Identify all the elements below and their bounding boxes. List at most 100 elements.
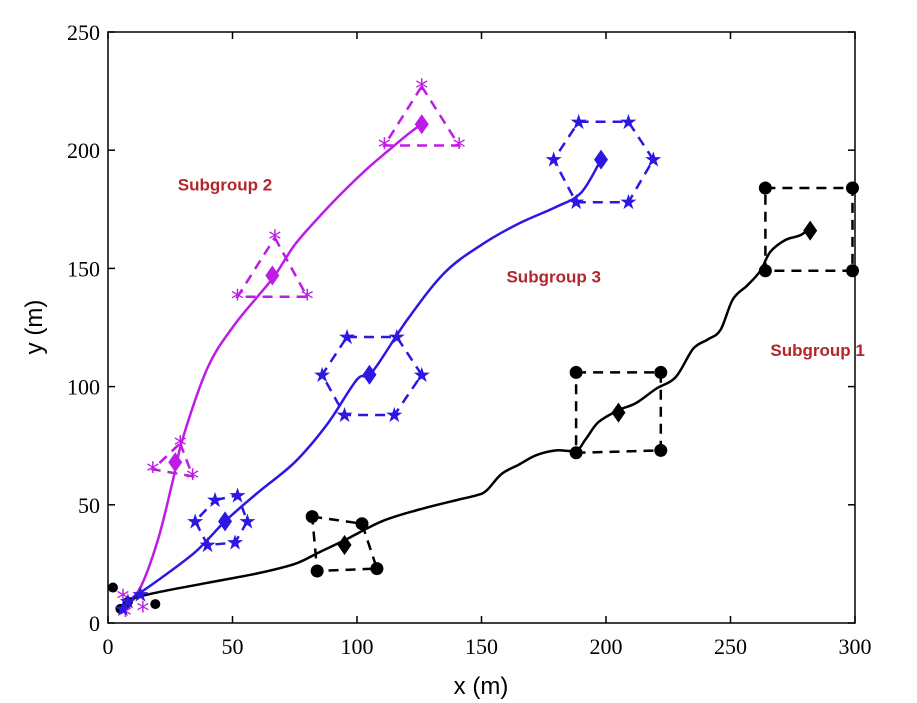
plot-area-frame (107, 31, 856, 624)
subgroup-2-agent-marker: * (268, 226, 281, 256)
subgroup-2-agent-marker: * (378, 133, 391, 163)
subgroup-2-formation-outline (382, 84, 462, 147)
subgroup-3-initial-positions: ★★★ (114, 583, 150, 621)
subgroup-1-agent-marker (305, 510, 319, 524)
subgroup-2-leader-diamond (265, 265, 280, 286)
subgroup-1-agent-marker (654, 365, 668, 379)
y-tick-label: 150 (67, 256, 100, 281)
subgroup-2-formation-1: *** (146, 431, 199, 494)
subgroup-1-formation-1 (305, 510, 384, 578)
subgroup-2-agent-marker: * (231, 285, 244, 315)
subgroup-2-leader-diamond (168, 452, 183, 473)
subgroup-2-formation-3: * * * (378, 74, 466, 163)
subgroup-3-formation-1: ★ ★★★★★ (186, 483, 257, 557)
subgroup-1-formation-3 (758, 181, 860, 278)
subgroup-1-agent-marker (569, 446, 583, 460)
x-tick-label: 150 (465, 634, 498, 659)
subgroup-3-initial-marker: ★ (119, 590, 138, 614)
subgroup-2-agent-marker: * (174, 431, 187, 461)
x-tick-label: 300 (839, 634, 872, 659)
subgroup-1-leader-diamond (803, 220, 818, 241)
subgroup-1-initial-marker (115, 603, 126, 614)
x-tick-label: 50 (222, 634, 244, 659)
subgroup-3-agent-marker: ★ (569, 110, 588, 134)
subgroup-3-agent-marker: ★ (385, 403, 404, 427)
subgroup-3-leader-diamond (362, 364, 377, 385)
subgroup-2-agent-marker: * (146, 457, 159, 487)
subgroup-1-agent-marker (569, 365, 583, 379)
subgroup-2-initial-marker: * (136, 597, 149, 627)
x-tick-label: 0 (103, 634, 114, 659)
formations: *********** *★ ★★★★★★ ★★★★★★ ★★★★★★★★ (107, 74, 860, 632)
subgroup-3-initial-marker: ★ (114, 597, 133, 621)
subgroup-1-agent-marker (846, 181, 860, 195)
x-tick-label: 250 (714, 634, 747, 659)
subgroup-3-formation-outline (320, 335, 424, 417)
subgroup-3-agent-marker: ★ (338, 325, 357, 349)
subgroup-3-leader-diamond (594, 149, 609, 170)
subgroup-1-agent-marker (758, 264, 772, 278)
subgroup-1-agent-marker (310, 564, 324, 578)
subgroup-3-leader-diamond (218, 511, 233, 532)
subgroup-3-agent-marker: ★ (567, 190, 586, 214)
subgroup-3-agent-marker: ★ (387, 325, 406, 349)
subgroup-1-initial-marker (122, 596, 133, 607)
y-tick-label: 200 (67, 138, 100, 163)
subgroup-1-formation-2 (569, 365, 668, 460)
subgroup-3-agent-marker: ★ (238, 509, 257, 533)
subgroup-3-agent-marker: ★ (619, 190, 638, 214)
subgroup-2-agent-marker: * (301, 285, 314, 315)
subgroup-1-initial-marker (150, 599, 161, 610)
y-tick-label: 50 (78, 493, 100, 518)
subgroup-3-agent-marker: ★ (228, 483, 247, 507)
subgroup-3-initial-marker: ★ (131, 583, 150, 607)
subgroup-label: Subgroup 1 (770, 341, 864, 360)
subgroup-1-agent-marker (355, 517, 369, 531)
subgroup-1-agent-marker (654, 443, 668, 457)
subgroup-3-agent-marker: ★ (206, 488, 225, 512)
subgroup-1-agent-marker (846, 264, 860, 278)
subgroup-1-initial-positions (107, 582, 161, 614)
axis-tick-labels: 0 50 100 150 200 250 300 0 50 100 150 200 250 (67, 20, 872, 659)
subgroup-1-initial-marker (107, 582, 118, 593)
y-tick-label: 250 (67, 20, 100, 45)
subgroup-label: Subgroup 2 (178, 175, 272, 194)
subgroup-3-agent-marker: ★ (226, 531, 245, 555)
subgroup-1-agent-marker (758, 181, 772, 195)
subgroup-2-formation-2: * * * (231, 226, 314, 315)
subgroup-3-agent-marker: ★ (198, 533, 217, 557)
subgroup-2-initial-positions: ** * (116, 585, 149, 632)
subgroup-3-agent-marker: ★ (412, 363, 431, 387)
subgroup-3-formation-outline (193, 493, 249, 547)
subgroup-2-agent-marker: * (186, 464, 199, 494)
subgroup-3-formation-2: ★ ★★★★★ (313, 325, 431, 427)
subgroup-1-leader-diamond (611, 402, 626, 423)
subgroup-label: Subgroup 3 (506, 268, 600, 287)
subgroup-2-trajectory (124, 123, 423, 606)
subgroup-2-formation-outline (235, 235, 310, 299)
y-tick-label: 0 (89, 611, 100, 636)
axis-ticks (107, 31, 856, 624)
subgroup-2-agent-marker: * (415, 74, 428, 104)
annotations: Subgroup 1 Subgroup 2 Subgroup 3 (178, 175, 865, 359)
x-tick-label: 200 (590, 634, 623, 659)
x-tick-label: 100 (341, 634, 374, 659)
subgroup-3-formation-3: ★ ★★★★★ (544, 110, 662, 214)
subgroup-2-initial-marker: * (119, 602, 132, 632)
subgroup-3-agent-marker: ★ (313, 363, 332, 387)
subgroup-2-leader-diamond (414, 114, 429, 135)
subgroup-1-formation-outline (310, 515, 379, 573)
subgroup-3-agent-marker: ★ (186, 509, 205, 533)
subgroup-3-agent-marker: ★ (619, 110, 638, 134)
subgroup-3-agent-marker: ★ (644, 148, 663, 172)
x-axis-title: x (m) (454, 673, 509, 700)
subgroup-2-agent-marker: * (453, 133, 466, 163)
subgroup-2-formation-outline (150, 441, 195, 479)
subgroup-3-formation-outline (552, 120, 655, 204)
subgroup-3-agent-marker: ★ (335, 403, 354, 427)
subgroup-2-initial-marker: * (116, 585, 129, 615)
subgroup-3-agent-marker: ★ (544, 148, 563, 172)
y-axis-title: y (m) (21, 300, 48, 355)
subgroup-1-agent-marker (370, 562, 384, 576)
